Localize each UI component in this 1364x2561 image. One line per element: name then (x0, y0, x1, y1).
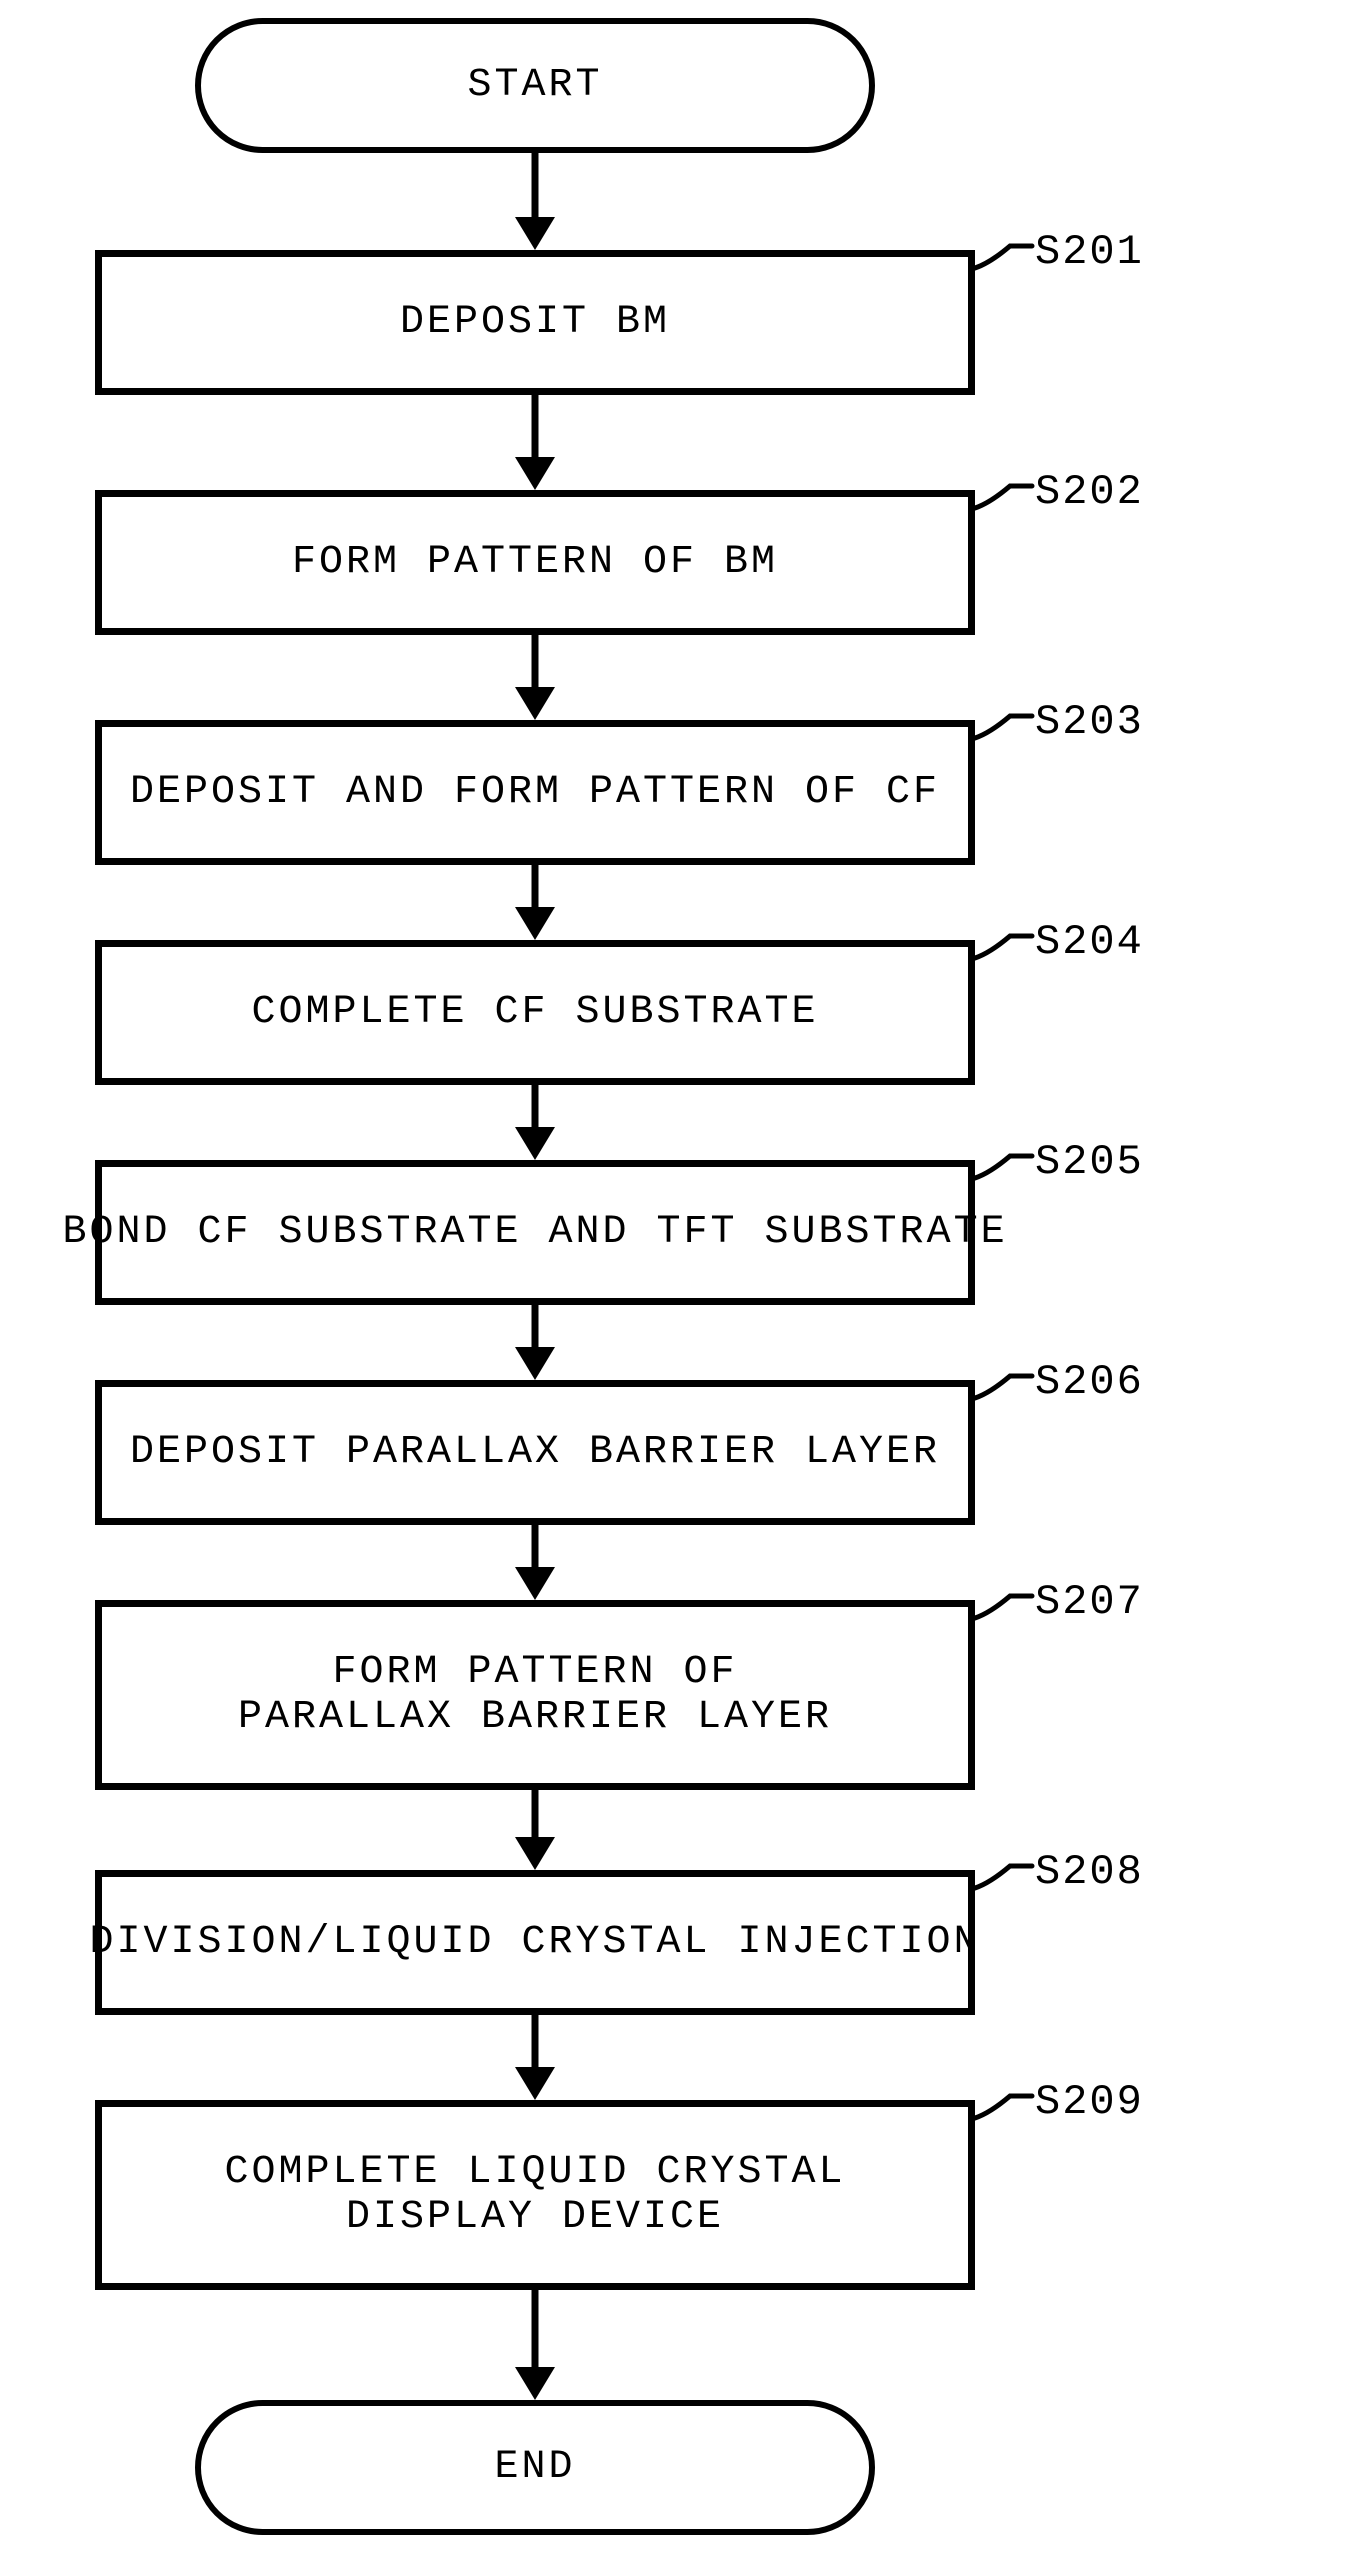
step-label-s208: S208 (1035, 1848, 1144, 1896)
step-label-s209: S209 (1035, 2078, 1144, 2126)
flow-node-s201: DEPOSIT BM (95, 250, 975, 395)
step-label-s205: S205 (1035, 1138, 1144, 1186)
flow-node-text: DEPOSIT PARALLAX BARRIER LAYER (130, 1430, 940, 1475)
flow-node-s205: BOND CF SUBSTRATE AND TFT SUBSTRATE (95, 1160, 975, 1305)
flow-node-text: DIVISION/LIQUID CRYSTAL INJECTION (89, 1920, 980, 1965)
flow-node-s208: DIVISION/LIQUID CRYSTAL INJECTION (95, 1870, 975, 2015)
flow-node-s209: COMPLETE LIQUID CRYSTAL DISPLAY DEVICE (95, 2100, 975, 2290)
step-label-s203: S203 (1035, 698, 1144, 746)
flow-node-text: DEPOSIT BM (400, 300, 670, 345)
flow-node-text: END (494, 2445, 575, 2490)
flow-node-text: COMPLETE CF SUBSTRATE (251, 990, 818, 1035)
flow-node-text: BOND CF SUBSTRATE AND TFT SUBSTRATE (62, 1210, 1007, 1255)
flow-node-start: START (195, 18, 875, 153)
step-label-s202: S202 (1035, 468, 1144, 516)
flow-node-text: FORM PATTERN OF BM (292, 540, 778, 585)
flow-node-s203: DEPOSIT AND FORM PATTERN OF CF (95, 720, 975, 865)
step-label-s206: S206 (1035, 1358, 1144, 1406)
flow-node-text: START (467, 63, 602, 108)
flow-node-s206: DEPOSIT PARALLAX BARRIER LAYER (95, 1380, 975, 1525)
flow-node-text: DEPOSIT AND FORM PATTERN OF CF (130, 770, 940, 815)
flow-node-s202: FORM PATTERN OF BM (95, 490, 975, 635)
flow-node-s207: FORM PATTERN OF PARALLAX BARRIER LAYER (95, 1600, 975, 1790)
step-label-s207: S207 (1035, 1578, 1144, 1626)
flow-node-end: END (195, 2400, 875, 2535)
flow-node-text: COMPLETE LIQUID CRYSTAL DISPLAY DEVICE (224, 2150, 845, 2240)
flow-node-text: FORM PATTERN OF PARALLAX BARRIER LAYER (238, 1650, 832, 1740)
step-label-s201: S201 (1035, 228, 1144, 276)
flowchart-container: START DEPOSIT BM S201 FORM PATTERN OF BM S20… (0, 0, 1364, 2561)
step-label-s204: S204 (1035, 918, 1144, 966)
flow-node-s204: COMPLETE CF SUBSTRATE (95, 940, 975, 1085)
